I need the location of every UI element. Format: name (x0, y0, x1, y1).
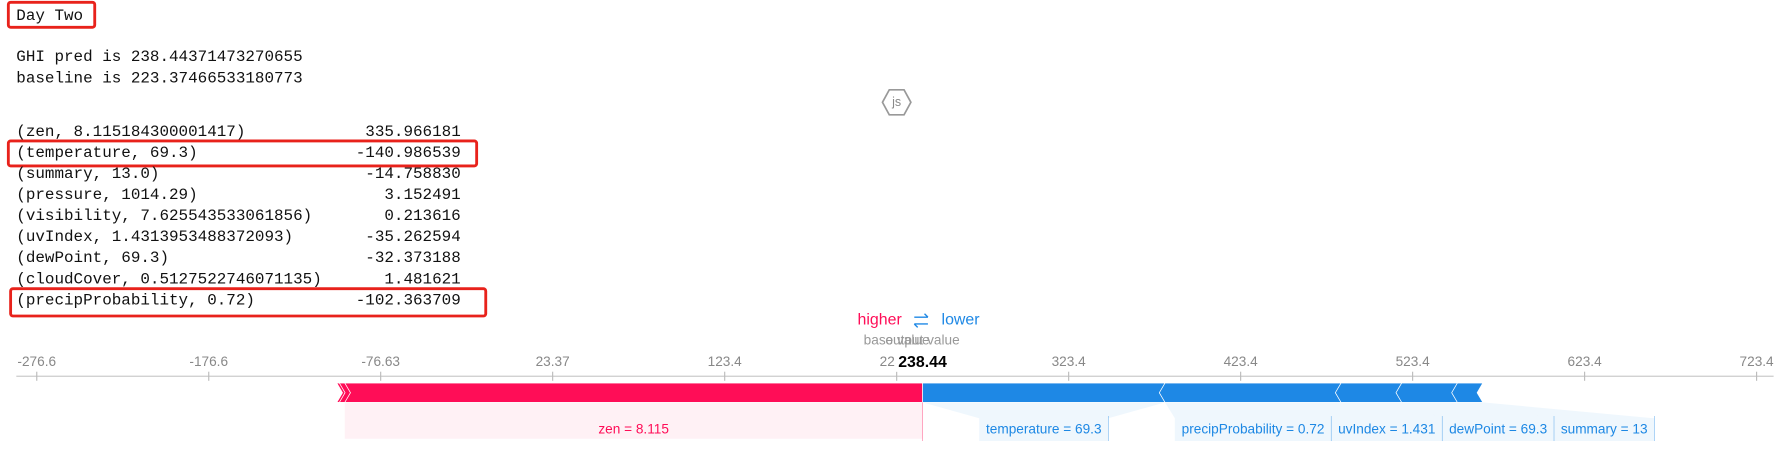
highlight-box (6, 139, 479, 168)
base-value-label: base value (864, 333, 930, 348)
label-shade (1457, 402, 1655, 442)
tick-label: 623.4 (1568, 354, 1603, 369)
highlight-box (9, 287, 488, 318)
lower-segment (1395, 382, 1458, 403)
segment-label: summary = 13 (1561, 421, 1648, 436)
row-feature: (cloudCover, 0.5127522746071135) (16, 270, 321, 288)
tick-label: 723.4 (1740, 354, 1774, 369)
row-value: 3.152491 (384, 186, 460, 204)
lower-segment (1334, 382, 1403, 403)
output-line: baseline is 223.37466533180773 (16, 70, 302, 88)
lower-segment (922, 382, 1166, 403)
output-bg (895, 352, 950, 372)
output-value-label: output value (885, 333, 959, 348)
js-hexagon (881, 88, 912, 116)
tick-label: 23.37 (536, 354, 570, 369)
segment-label: zen = 8.115 (598, 421, 669, 436)
row-feature: (pressure, 1014.29) (16, 186, 197, 204)
swap-arrow (913, 313, 929, 328)
tick-label: -76.63 (361, 354, 400, 369)
row-feature: (temperature, 69.3) (16, 144, 197, 162)
output-line: GHI pred is 238.44371473270655 (16, 48, 302, 66)
tick-label: 123.4 (708, 354, 743, 369)
row-value: 0.213616 (384, 207, 460, 225)
force-plot: higher lower -276.6 -176.6 -76.63 23.37 123.4 2… (16, 312, 1774, 442)
label-shade (922, 402, 1166, 442)
js-label: js (891, 95, 901, 109)
segment-label: temperature = 69.3 (986, 421, 1102, 436)
tick-label: 323.4 (1052, 354, 1087, 369)
higher-segment (344, 382, 923, 403)
row-feature: (zen, 8.115184300001417) (16, 123, 245, 141)
label-shade (1331, 402, 1443, 442)
higher-label: higher (858, 312, 903, 329)
segment-label: uvIndex = 1.431 (1338, 421, 1435, 436)
label-shade (344, 402, 923, 439)
row-feature: (precipProbability, 0.72) (16, 291, 255, 309)
row-value: -32.373188 (365, 249, 460, 267)
feature-table: (zen, 8.115184300001417) 335.966181 (tempe… (16, 123, 460, 309)
lower-segment (1451, 382, 1484, 403)
higher-segment (335, 382, 343, 403)
segment-label: dewPoint = 69.3 (1449, 421, 1547, 436)
row-value: -102.363709 (356, 291, 461, 309)
row-feature: (dewPoint, 69.3) (16, 249, 169, 267)
segment-labels: zen = 8.115 temperature = 69.3 precipProba… (344, 402, 1655, 442)
tick-label: -276.6 (17, 354, 56, 369)
tick-label: 523.4 (1396, 354, 1431, 369)
highlight-box (6, 0, 97, 29)
lower-label: lower (942, 312, 981, 329)
row-feature: (summary, 13.0) (16, 165, 159, 183)
row-value: -35.262594 (365, 228, 460, 246)
row-feature: (uvIndex, 1.4313953488372093) (16, 228, 293, 246)
lower-segment (1158, 382, 1342, 403)
tick-label: -176.6 (189, 354, 228, 369)
day-title: Day Two (16, 7, 83, 25)
row-value: -140.986539 (356, 144, 461, 162)
row-feature: (visibility, 7.625543533061856) (16, 207, 312, 225)
label-shade (1401, 402, 1555, 442)
label-shade (1165, 402, 1342, 442)
segment-label: precipProbability = 0.72 (1182, 421, 1325, 436)
output-value: 238.44 (898, 354, 947, 371)
row-value: 1.481621 (384, 270, 460, 288)
row-value: -14.758830 (365, 165, 460, 183)
js-badge: js (881, 88, 912, 116)
row-value: 335.966181 (365, 123, 460, 141)
tick-label: 423.4 (1224, 354, 1259, 369)
